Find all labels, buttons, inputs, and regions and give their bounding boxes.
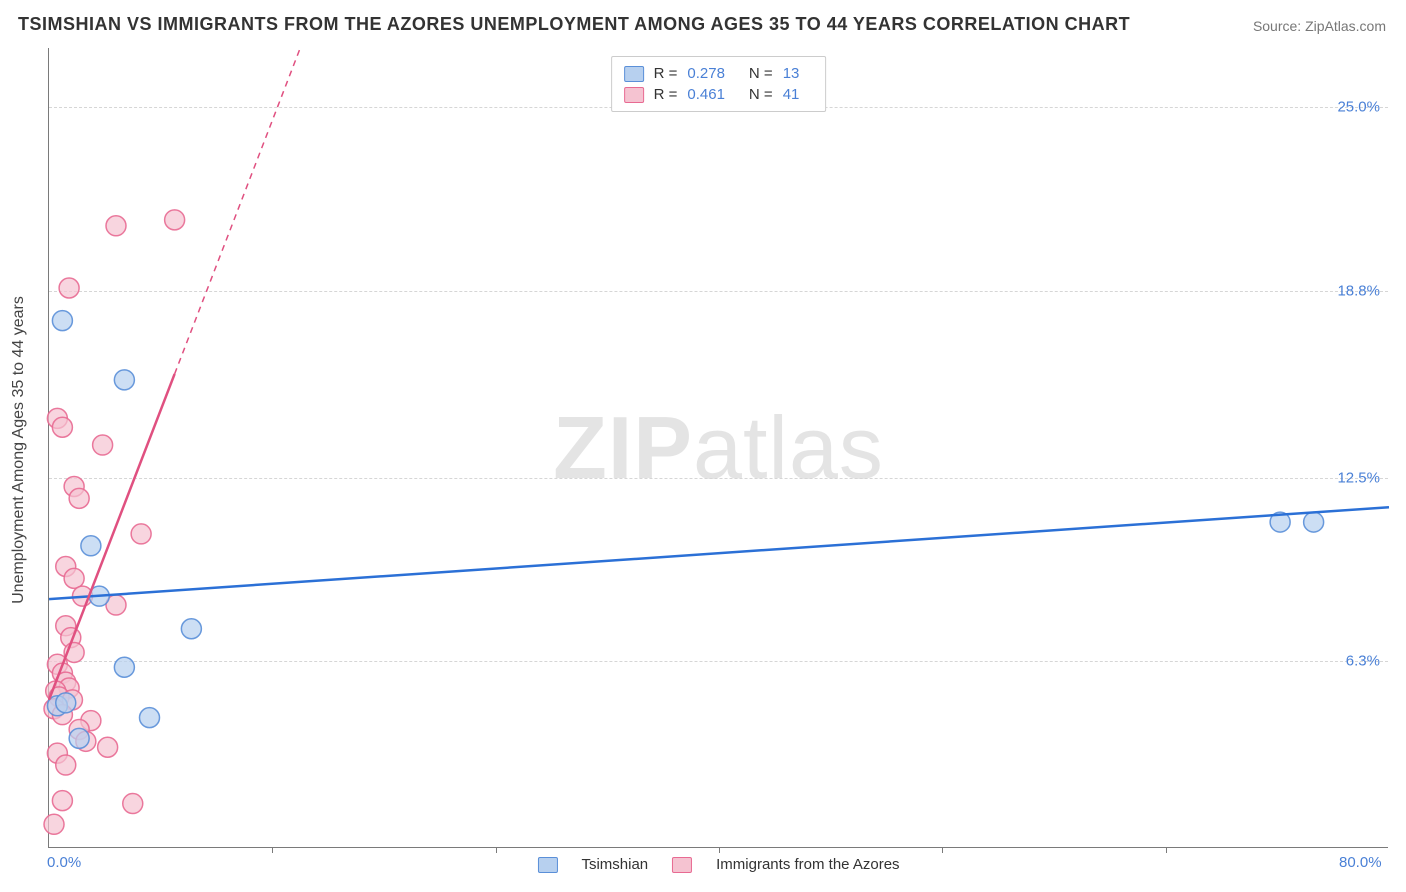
chart-svg — [49, 48, 1388, 847]
series-name-azores: Immigrants from the Azores — [716, 856, 899, 873]
swatch-tsimshian — [624, 66, 644, 82]
r-value: 0.461 — [687, 86, 725, 103]
legend-row-tsimshian: R = 0.278 N = 13 — [624, 63, 814, 84]
y-tick-label: 12.5% — [1337, 469, 1380, 486]
n-value: 41 — [783, 86, 800, 103]
n-label: N = — [749, 65, 773, 82]
legend-bottom: Tsimshian Immigrants from the Azores — [537, 856, 899, 873]
n-value: 13 — [783, 65, 800, 82]
r-label: R = — [654, 65, 678, 82]
legend-row-azores: R = 0.461 N = 41 — [624, 84, 814, 105]
y-axis-title: Unemployment Among Ages 35 to 44 years — [10, 296, 28, 604]
y-tick-label: 18.8% — [1337, 282, 1380, 299]
x-tick-label: 80.0% — [1339, 854, 1382, 871]
swatch-azores — [672, 857, 692, 873]
source-attribution: Source: ZipAtlas.com — [1253, 18, 1386, 34]
n-label: N = — [749, 86, 773, 103]
y-tick-label: 6.3% — [1346, 653, 1380, 670]
swatch-tsimshian — [537, 857, 557, 873]
swatch-azores — [624, 87, 644, 103]
series-name-tsimshian: Tsimshian — [581, 856, 648, 873]
r-value: 0.278 — [687, 65, 725, 82]
legend-top: R = 0.278 N = 13 R = 0.461 N = 41 — [611, 56, 827, 112]
x-tick-label: 0.0% — [47, 854, 81, 871]
chart-title: TSIMSHIAN VS IMMIGRANTS FROM THE AZORES … — [18, 14, 1130, 35]
y-tick-label: 25.0% — [1337, 99, 1380, 116]
plot-area: ZIPatlas 6.3%12.5%18.8%25.0% 0.0%80.0% R… — [48, 48, 1388, 848]
r-label: R = — [654, 86, 678, 103]
